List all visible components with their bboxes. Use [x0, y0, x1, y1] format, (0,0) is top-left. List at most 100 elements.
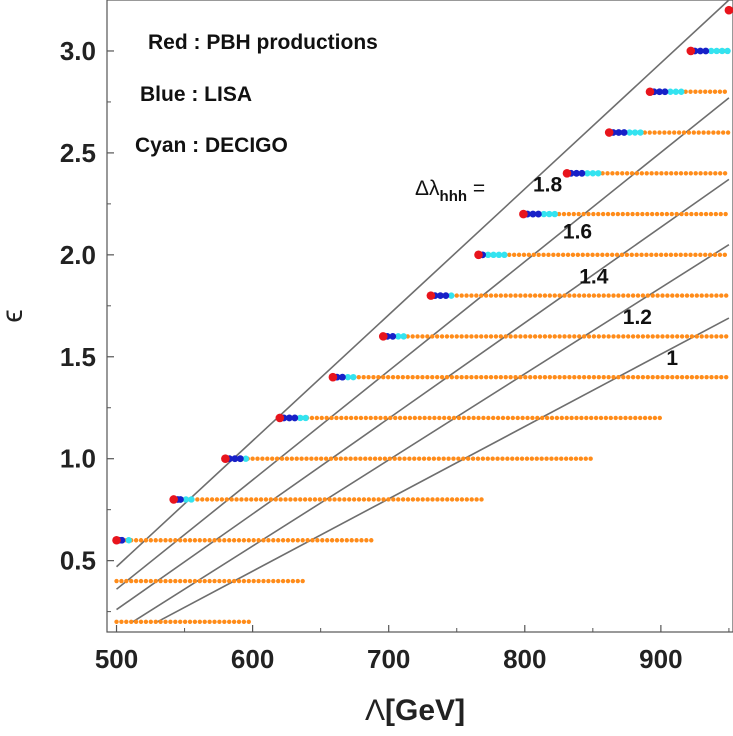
grid-point: [576, 212, 580, 216]
grid-point: [597, 334, 601, 338]
contour-prefix-equals: =: [467, 177, 485, 200]
grid-point: [633, 416, 637, 420]
grid-point: [154, 538, 158, 542]
grid-point: [654, 253, 658, 257]
grid-point: [430, 334, 434, 338]
lisa-point: [339, 374, 346, 381]
grid-point: [324, 457, 328, 461]
grid-point: [178, 620, 182, 624]
grid-point: [609, 416, 613, 420]
grid-point: [528, 293, 532, 297]
grid-point: [688, 253, 692, 257]
grid-point: [562, 375, 566, 379]
grid-point: [576, 253, 580, 257]
grid-point: [557, 293, 561, 297]
grid-point: [703, 171, 707, 175]
grid-point: [513, 334, 517, 338]
grid-point: [675, 293, 679, 297]
grid-point: [247, 620, 251, 624]
grid-point: [178, 538, 182, 542]
grid-point: [562, 334, 566, 338]
grid-point: [541, 253, 545, 257]
grid-point: [474, 293, 478, 297]
grid-point: [486, 416, 490, 420]
grid-point: [709, 375, 713, 379]
grid-point: [621, 293, 625, 297]
grid-point: [505, 457, 509, 461]
grid-point: [555, 416, 559, 420]
decigo-point: [673, 89, 679, 95]
grid-point: [504, 375, 508, 379]
grid-point: [386, 375, 390, 379]
grid-point: [602, 334, 606, 338]
grid-point: [670, 212, 674, 216]
grid-point: [601, 212, 605, 216]
grid-point: [571, 253, 575, 257]
grid-point: [163, 620, 167, 624]
grid-point: [275, 457, 279, 461]
grid-point: [237, 538, 241, 542]
grid-point: [655, 375, 659, 379]
grid-point: [229, 497, 233, 501]
grid-point: [266, 538, 270, 542]
grid-point: [188, 620, 192, 624]
grid-point: [242, 579, 246, 583]
grid-point: [567, 334, 571, 338]
grid-point: [325, 538, 329, 542]
grid-point: [225, 497, 229, 501]
grid-point: [726, 130, 730, 134]
grid-point: [378, 416, 382, 420]
pbh-point: [276, 414, 285, 423]
y-tick-label: 1.0: [60, 444, 96, 474]
grid-point: [560, 416, 564, 420]
grid-point: [315, 416, 319, 420]
decigo-point: [713, 48, 719, 54]
grid-point: [606, 212, 610, 216]
grid-point: [368, 457, 372, 461]
grid-point: [158, 579, 162, 583]
grid-point: [373, 416, 377, 420]
grid-point: [369, 538, 373, 542]
grid-point: [657, 130, 661, 134]
grid-point: [281, 538, 285, 542]
grid-point: [621, 334, 625, 338]
x-tick-label: 700: [367, 644, 410, 674]
grid-point: [144, 579, 148, 583]
grid-point: [425, 334, 429, 338]
grid-point: [640, 171, 644, 175]
grid-point: [335, 538, 339, 542]
grid-point: [510, 457, 514, 461]
grid-point: [625, 253, 629, 257]
grid-point: [605, 171, 609, 175]
grid-point: [649, 171, 653, 175]
grid-point: [495, 457, 499, 461]
grid-point: [425, 375, 429, 379]
grid-point: [587, 293, 591, 297]
grid-point: [144, 620, 148, 624]
grid-point: [459, 293, 463, 297]
grid-point: [393, 416, 397, 420]
decigo-point: [302, 415, 308, 421]
grid-point: [646, 293, 650, 297]
grid-point: [460, 497, 464, 501]
grid-point: [522, 253, 526, 257]
grid-point: [719, 375, 723, 379]
grid-point: [695, 334, 699, 338]
grid-point: [504, 293, 508, 297]
grid-point: [620, 253, 624, 257]
grid-point: [445, 375, 449, 379]
grid-point: [193, 579, 197, 583]
grid-point: [345, 538, 349, 542]
pbh-point: [474, 251, 483, 260]
grid-point: [679, 212, 683, 216]
grid-point: [590, 253, 594, 257]
grid-point: [630, 253, 634, 257]
grid-point: [714, 375, 718, 379]
grid-point: [646, 375, 650, 379]
grid-point: [543, 375, 547, 379]
grid-point: [599, 416, 603, 420]
grid-point: [372, 497, 376, 501]
grid-point: [203, 538, 207, 542]
grid-point: [489, 375, 493, 379]
grid-point: [381, 375, 385, 379]
